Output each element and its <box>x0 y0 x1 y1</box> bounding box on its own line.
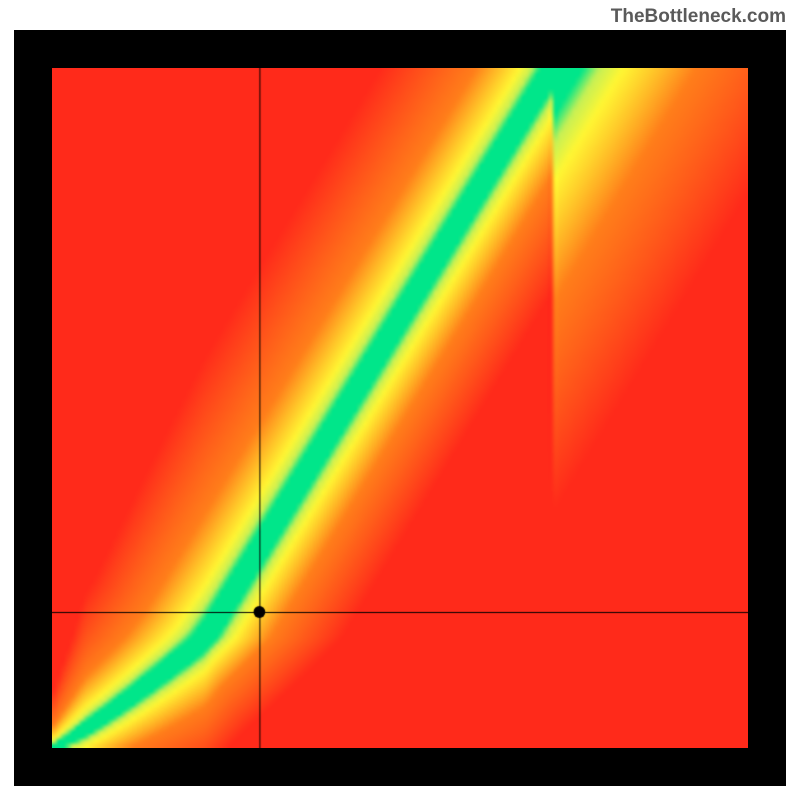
chart-frame <box>14 30 786 786</box>
heatmap-canvas <box>52 68 748 748</box>
source-label: TheBottleneck.com <box>611 6 786 28</box>
